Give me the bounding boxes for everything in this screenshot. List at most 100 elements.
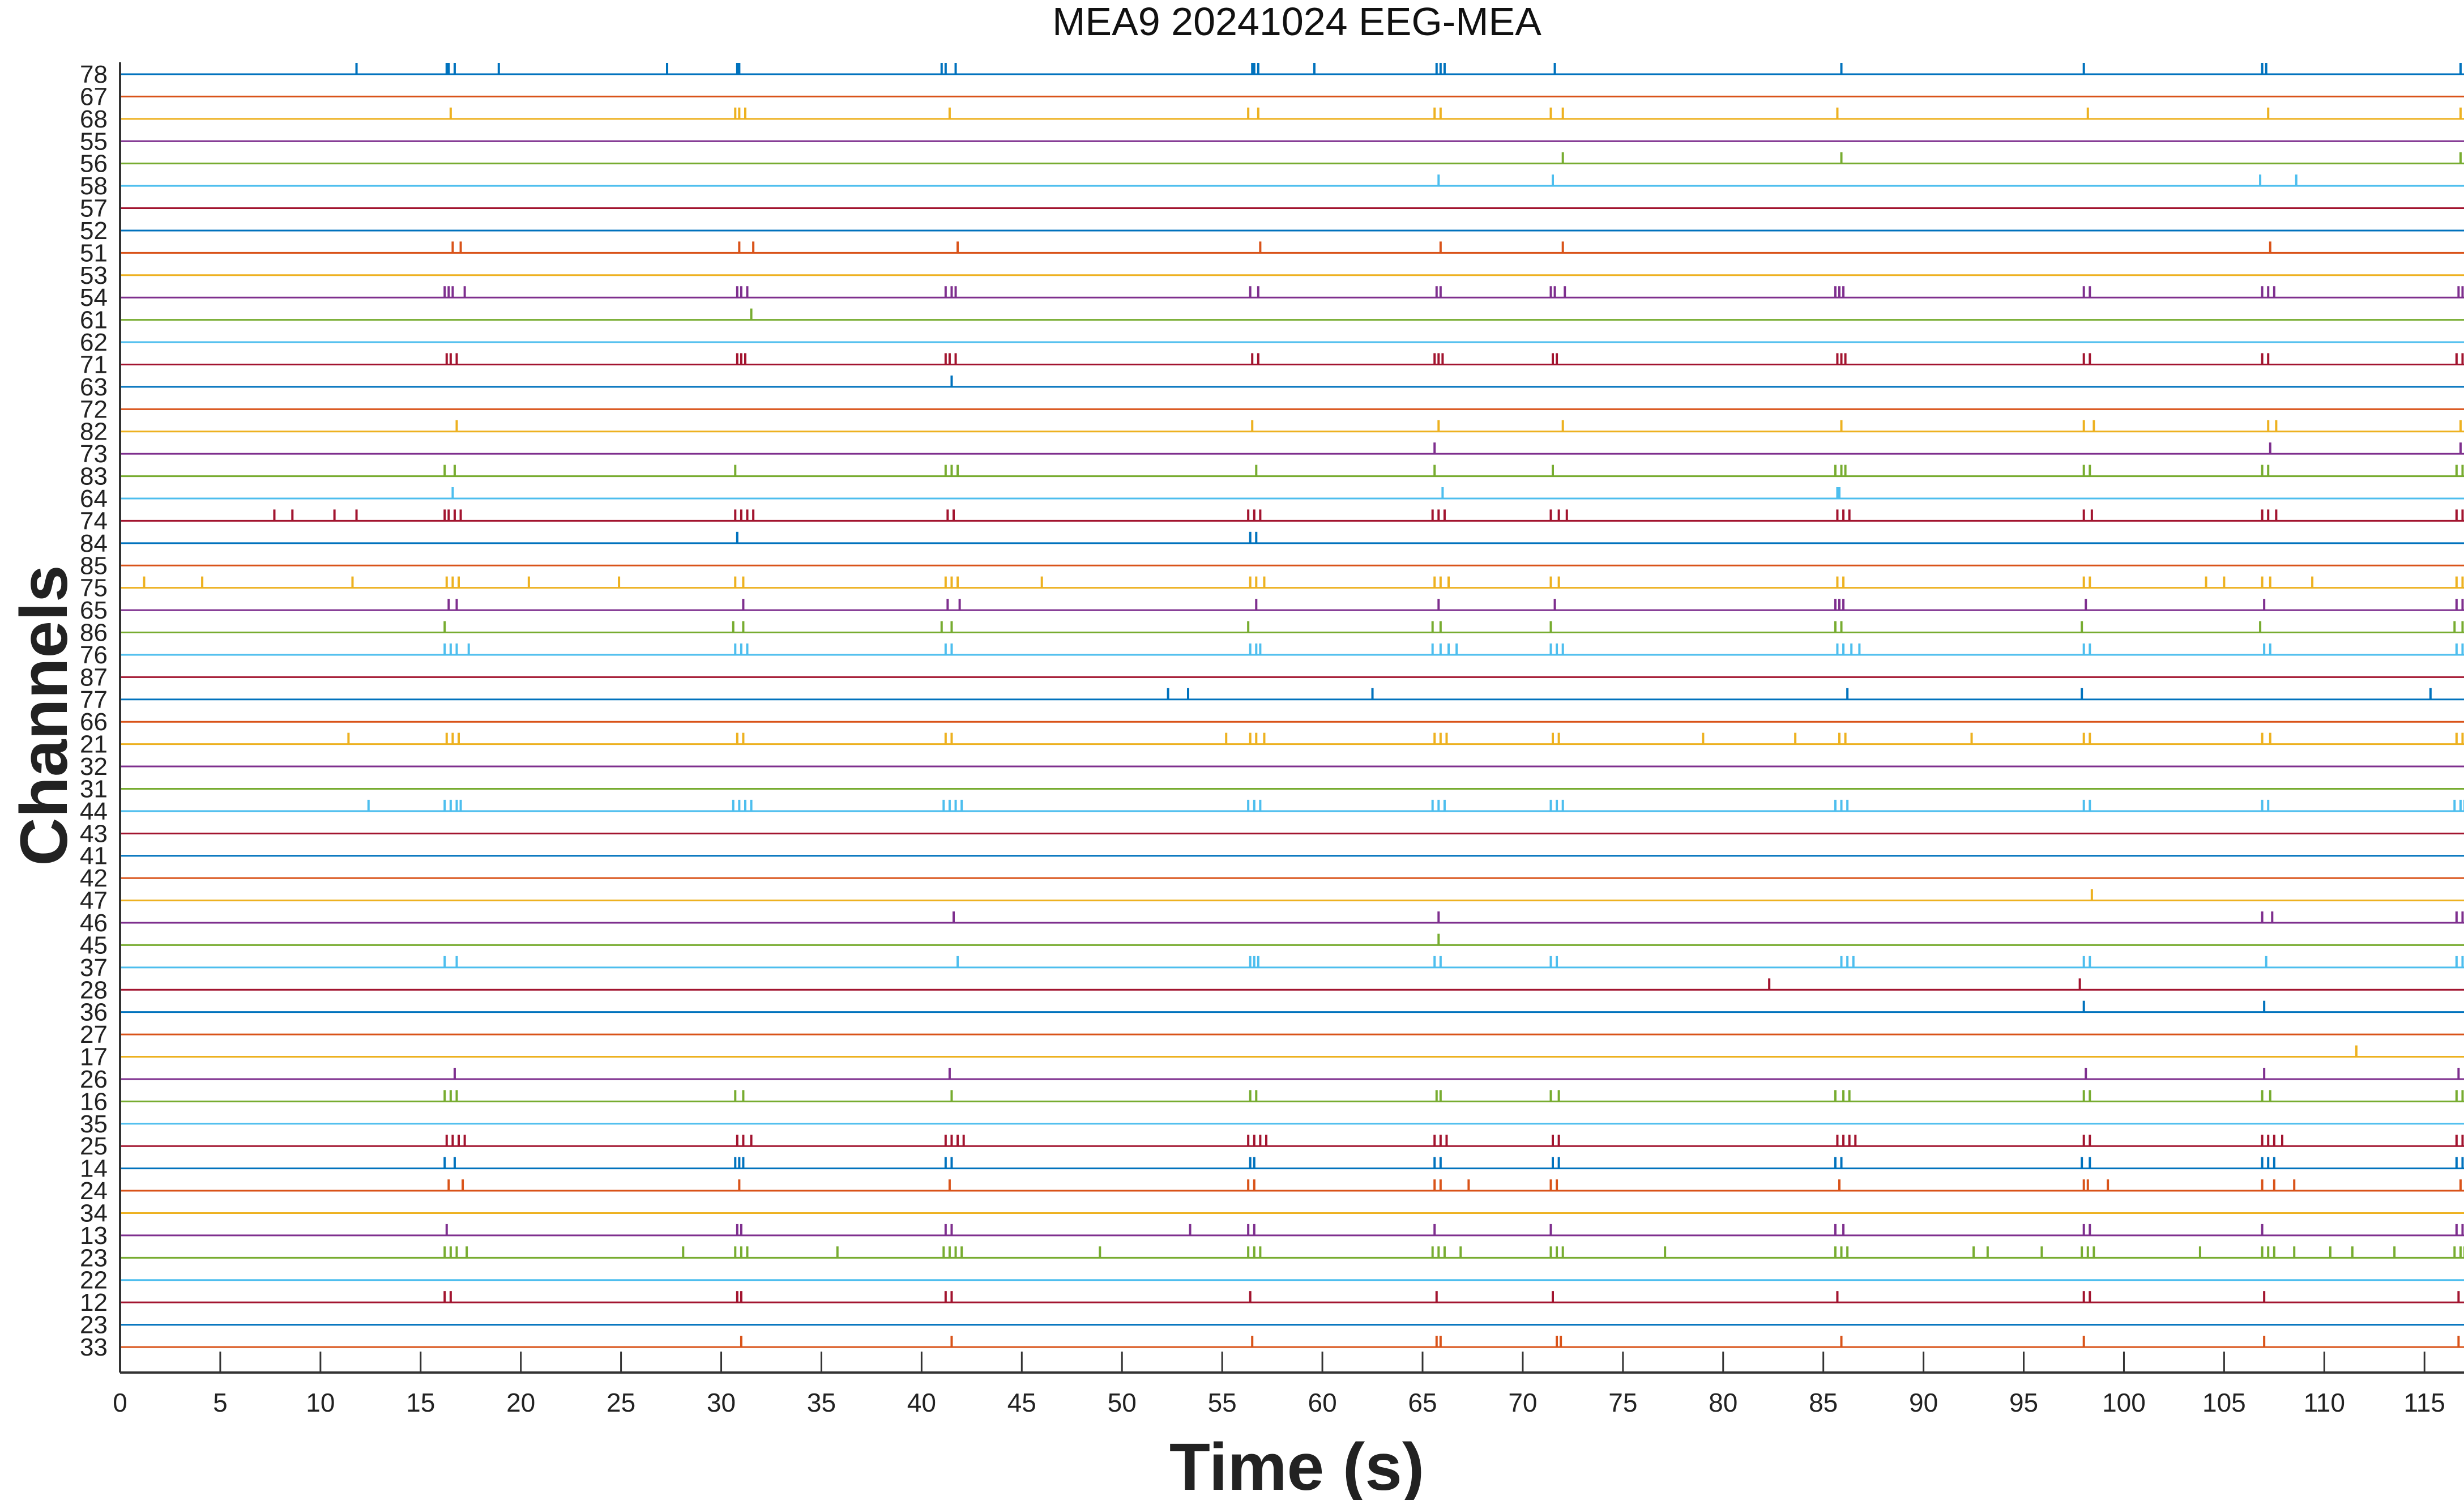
y-tick-label: 23 (80, 1311, 108, 1339)
y-tick-label: 76 (80, 641, 108, 669)
channel-51-row: 51 (80, 239, 2464, 267)
x-tick-label: 90 (1909, 1388, 1938, 1417)
y-tick-label: 61 (80, 306, 108, 334)
y-tick-label: 75 (80, 574, 108, 602)
x-tick-label: 100 (2102, 1388, 2146, 1417)
channel-73-row: 73 (80, 440, 2464, 468)
y-tick-label: 56 (80, 150, 108, 178)
channel-26-row: 26 (80, 1066, 2464, 1093)
y-tick-label: 27 (80, 1021, 108, 1049)
channel-87-row: 87 (80, 663, 2464, 691)
y-tick-label: 13 (80, 1222, 108, 1250)
channel-85-row: 85 (80, 552, 2464, 579)
y-tick-label: 21 (80, 731, 108, 758)
channel-46-row: 46 (80, 909, 2464, 937)
y-tick-label: 74 (80, 507, 108, 535)
y-tick-label: 73 (80, 440, 108, 468)
channel-12-row: 12 (80, 1289, 2464, 1316)
y-tick-label: 45 (80, 931, 108, 959)
y-tick-label: 23 (80, 1244, 108, 1272)
channel-55-row: 55 (80, 127, 2464, 155)
channel-17-row: 17 (80, 1043, 2464, 1071)
channel-41-row: 41 (80, 842, 2464, 870)
channel-23-row: 23 (80, 1244, 2464, 1272)
channel-71-row: 71 (80, 351, 2464, 378)
y-tick-label: 25 (80, 1132, 108, 1160)
channel-84-row: 84 (80, 530, 2464, 557)
channel-74-row: 74 (80, 507, 2464, 535)
y-tick-label: 33 (80, 1333, 108, 1361)
y-tick-label: 66 (80, 708, 108, 736)
y-tick-label: 64 (80, 485, 108, 513)
x-tick-label: 85 (1809, 1388, 1838, 1417)
y-tick-label: 87 (80, 663, 108, 691)
y-tick-label: 24 (80, 1177, 108, 1205)
channel-44-row: 44 (80, 798, 2464, 825)
y-tick-label: 65 (80, 596, 108, 624)
channel-35-row: 35 (80, 1110, 2464, 1138)
x-tick-label: 105 (2202, 1388, 2246, 1417)
channel-54-row: 54 (80, 284, 2464, 312)
y-tick-label: 31 (80, 775, 108, 803)
x-tick-label: 70 (1508, 1388, 1537, 1417)
channel-62-row: 62 (80, 329, 2464, 356)
channel-58-row: 58 (80, 172, 2464, 200)
x-tick-label: 25 (607, 1388, 635, 1417)
channel-32-row: 32 (80, 753, 2464, 781)
y-tick-label: 72 (80, 395, 108, 423)
channel-64-row: 64 (80, 485, 2464, 513)
channel-25-row: 25 (80, 1132, 2464, 1160)
channel-22-row: 22 (80, 1267, 2464, 1294)
x-tick-label: 65 (1408, 1388, 1437, 1417)
y-tick-label: 53 (80, 262, 108, 289)
channel-63-row: 63 (80, 373, 2464, 401)
x-tick-label: 50 (1108, 1388, 1137, 1417)
channel-36-row: 36 (80, 999, 2464, 1026)
y-tick-label: 86 (80, 619, 108, 647)
y-tick-label: 42 (80, 864, 108, 892)
y-tick-label: 28 (80, 976, 108, 1004)
x-tick-label: 10 (306, 1388, 335, 1417)
channel-27-row: 27 (80, 1021, 2464, 1049)
y-tick-label: 26 (80, 1066, 108, 1093)
x-tick-label: 30 (707, 1388, 736, 1417)
y-tick-label: 44 (80, 798, 108, 825)
x-tick-label: 55 (1208, 1388, 1237, 1417)
y-tick-label: 36 (80, 999, 108, 1026)
y-tick-label: 34 (80, 1199, 108, 1227)
y-tick-label: 78 (80, 61, 108, 88)
y-tick-label: 77 (80, 686, 108, 714)
x-tick-layer: 0 5 10 15 20 25 30 35 40 45 50 55 60 65 70 75 80 85 90 95 10… (113, 1352, 2445, 1417)
channel-65-row: 65 (80, 596, 2464, 624)
y-tick-label: 68 (80, 105, 108, 133)
x-tick-label: 60 (1308, 1388, 1336, 1417)
y-tick-label: 52 (80, 217, 108, 245)
channel-37-row: 37 (80, 954, 2464, 982)
x-tick-label: 45 (1007, 1388, 1036, 1417)
x-axis-label: Time (s) (1169, 1430, 1424, 1500)
chart-title: MEA9 20241024 EEG-MEA (1052, 0, 1541, 44)
channel-67-row: 67 (80, 83, 2464, 110)
y-tick-label: 51 (80, 239, 108, 267)
x-tick-label: 35 (807, 1388, 836, 1417)
channel-layer: 7867685556585752515354616271637282738364… (80, 61, 2464, 1361)
channel-68-row: 68 (80, 105, 2464, 133)
channel-47-row: 47 (80, 887, 2464, 915)
channel-13-row: 13 (80, 1222, 2464, 1250)
y-tick-label: 35 (80, 1110, 108, 1138)
y-tick-label: 71 (80, 351, 108, 378)
x-tick-label: 0 (113, 1388, 127, 1417)
channel-57-row: 57 (80, 195, 2464, 223)
channel-42-row: 42 (80, 864, 2464, 892)
y-tick-label: 67 (80, 83, 108, 110)
channel-76-row: 76 (80, 641, 2464, 669)
channel-24-row: 24 (80, 1177, 2464, 1205)
x-tick-label: 110 (2304, 1388, 2345, 1417)
y-axis-label: Channels (7, 565, 82, 866)
y-tick-label: 57 (80, 195, 108, 223)
x-tick-label: 75 (1608, 1388, 1637, 1417)
channel-16-row: 16 (80, 1088, 2464, 1115)
channel-56-row: 56 (80, 150, 2464, 178)
y-tick-label: 82 (80, 418, 108, 446)
